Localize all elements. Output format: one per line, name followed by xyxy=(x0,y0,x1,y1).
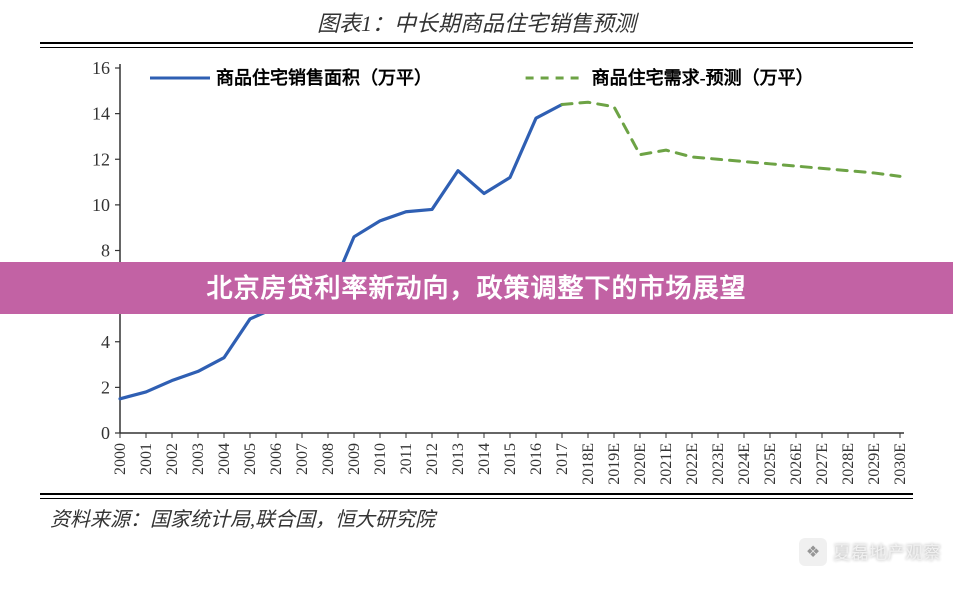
chart-title: 图表1：中长期商品住宅销售预测 xyxy=(317,11,636,36)
svg-text:2000: 2000 xyxy=(112,443,129,475)
svg-text:2004: 2004 xyxy=(216,443,233,475)
watermark-text: 夏磊地产观察 xyxy=(833,539,941,565)
svg-text:2008: 2008 xyxy=(320,443,337,475)
svg-text:2012: 2012 xyxy=(424,443,441,475)
svg-text:2030E: 2030E xyxy=(892,443,909,485)
svg-text:2017: 2017 xyxy=(554,443,571,475)
svg-text:2028E: 2028E xyxy=(840,443,857,485)
svg-text:2015: 2015 xyxy=(502,443,519,475)
svg-text:16: 16 xyxy=(92,58,110,78)
svg-text:2005: 2005 xyxy=(242,443,259,475)
svg-text:2019E: 2019E xyxy=(606,443,623,485)
svg-text:8: 8 xyxy=(101,241,110,261)
svg-text:2001: 2001 xyxy=(138,443,155,475)
rule-top-heavy xyxy=(40,42,913,44)
svg-text:2021E: 2021E xyxy=(658,443,675,485)
svg-text:2013: 2013 xyxy=(450,443,467,475)
svg-text:0: 0 xyxy=(101,423,110,443)
svg-text:2007: 2007 xyxy=(294,443,311,475)
svg-text:2009: 2009 xyxy=(346,443,363,475)
svg-text:2018E: 2018E xyxy=(580,443,597,485)
title-row: 图表1：中长期商品住宅销售预测 xyxy=(0,0,953,38)
svg-text:商品住宅需求-预测（万平）: 商品住宅需求-预测（万平） xyxy=(592,67,814,88)
wechat-icon: ❖ xyxy=(799,538,827,566)
svg-text:2003: 2003 xyxy=(190,443,207,475)
svg-text:2024E: 2024E xyxy=(736,443,753,485)
svg-text:2002: 2002 xyxy=(164,443,181,475)
watermark: ❖ 夏磊地产观察 xyxy=(799,538,941,566)
svg-text:2027E: 2027E xyxy=(814,443,831,485)
figure-container: 图表1：中长期商品住宅销售预测 024681012141620002001200… xyxy=(0,0,953,594)
svg-text:2010: 2010 xyxy=(372,443,389,475)
svg-text:10: 10 xyxy=(92,195,110,215)
banner-text: 北京房贷利率新动向，政策调整下的市场展望 xyxy=(206,273,746,303)
svg-text:2016: 2016 xyxy=(528,443,545,475)
svg-text:2014: 2014 xyxy=(476,443,493,475)
svg-text:2026E: 2026E xyxy=(788,443,805,485)
svg-text:14: 14 xyxy=(92,104,110,124)
svg-text:2006: 2006 xyxy=(268,443,285,475)
rule-bottom-heavy xyxy=(40,493,913,495)
svg-text:2020E: 2020E xyxy=(632,443,649,485)
svg-text:2011: 2011 xyxy=(398,443,415,474)
svg-text:12: 12 xyxy=(92,149,110,169)
svg-text:2: 2 xyxy=(101,377,110,397)
source-row: 资料来源：国家统计局,联合国，恒大研究院 xyxy=(0,499,953,532)
svg-text:2022E: 2022E xyxy=(684,443,701,485)
source-text: 资料来源：国家统计局,联合国，恒大研究院 xyxy=(50,509,435,531)
svg-text:4: 4 xyxy=(101,332,110,352)
svg-text:商品住宅销售面积（万平）: 商品住宅销售面积（万平） xyxy=(216,67,432,88)
svg-text:2023E: 2023E xyxy=(710,443,727,485)
overlay-banner: 北京房贷利率新动向，政策调整下的市场展望 xyxy=(0,262,953,314)
svg-text:2025E: 2025E xyxy=(762,443,779,485)
svg-text:2029E: 2029E xyxy=(866,443,883,485)
